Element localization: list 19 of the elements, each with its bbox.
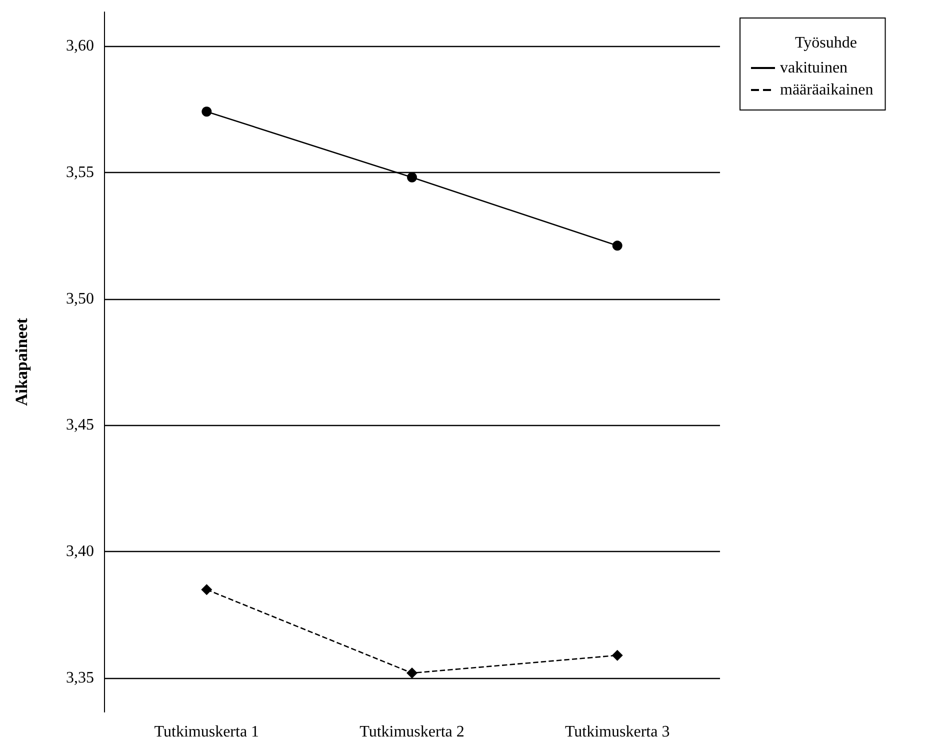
- x-tick-label: Tutkimuskerta 1: [154, 724, 260, 740]
- point: [407, 172, 417, 182]
- y-axis-title: Aikapaineet: [12, 318, 31, 406]
- legend-label: vakituinen: [780, 60, 848, 76]
- point: [612, 240, 622, 251]
- point: [201, 584, 212, 596]
- legend-label: määräaikainen: [780, 82, 874, 98]
- point: [202, 106, 212, 117]
- point: [612, 650, 623, 661]
- y-tick-label: 3,55: [66, 164, 94, 181]
- y-tick-label: 3,45: [66, 416, 94, 434]
- y-tick-label: 3,60: [66, 37, 94, 54]
- y-tick-label: 3,35: [66, 670, 94, 687]
- x-tick-label: Tutkimuskerta 2: [360, 724, 464, 740]
- legend-title: Työsuhde: [795, 34, 857, 52]
- y-tick-label: 3,40: [66, 543, 94, 560]
- y-tick-label: 3,50: [66, 290, 94, 308]
- x-tick-label: Tutkimuskerta 3: [564, 724, 670, 740]
- point: [406, 668, 418, 679]
